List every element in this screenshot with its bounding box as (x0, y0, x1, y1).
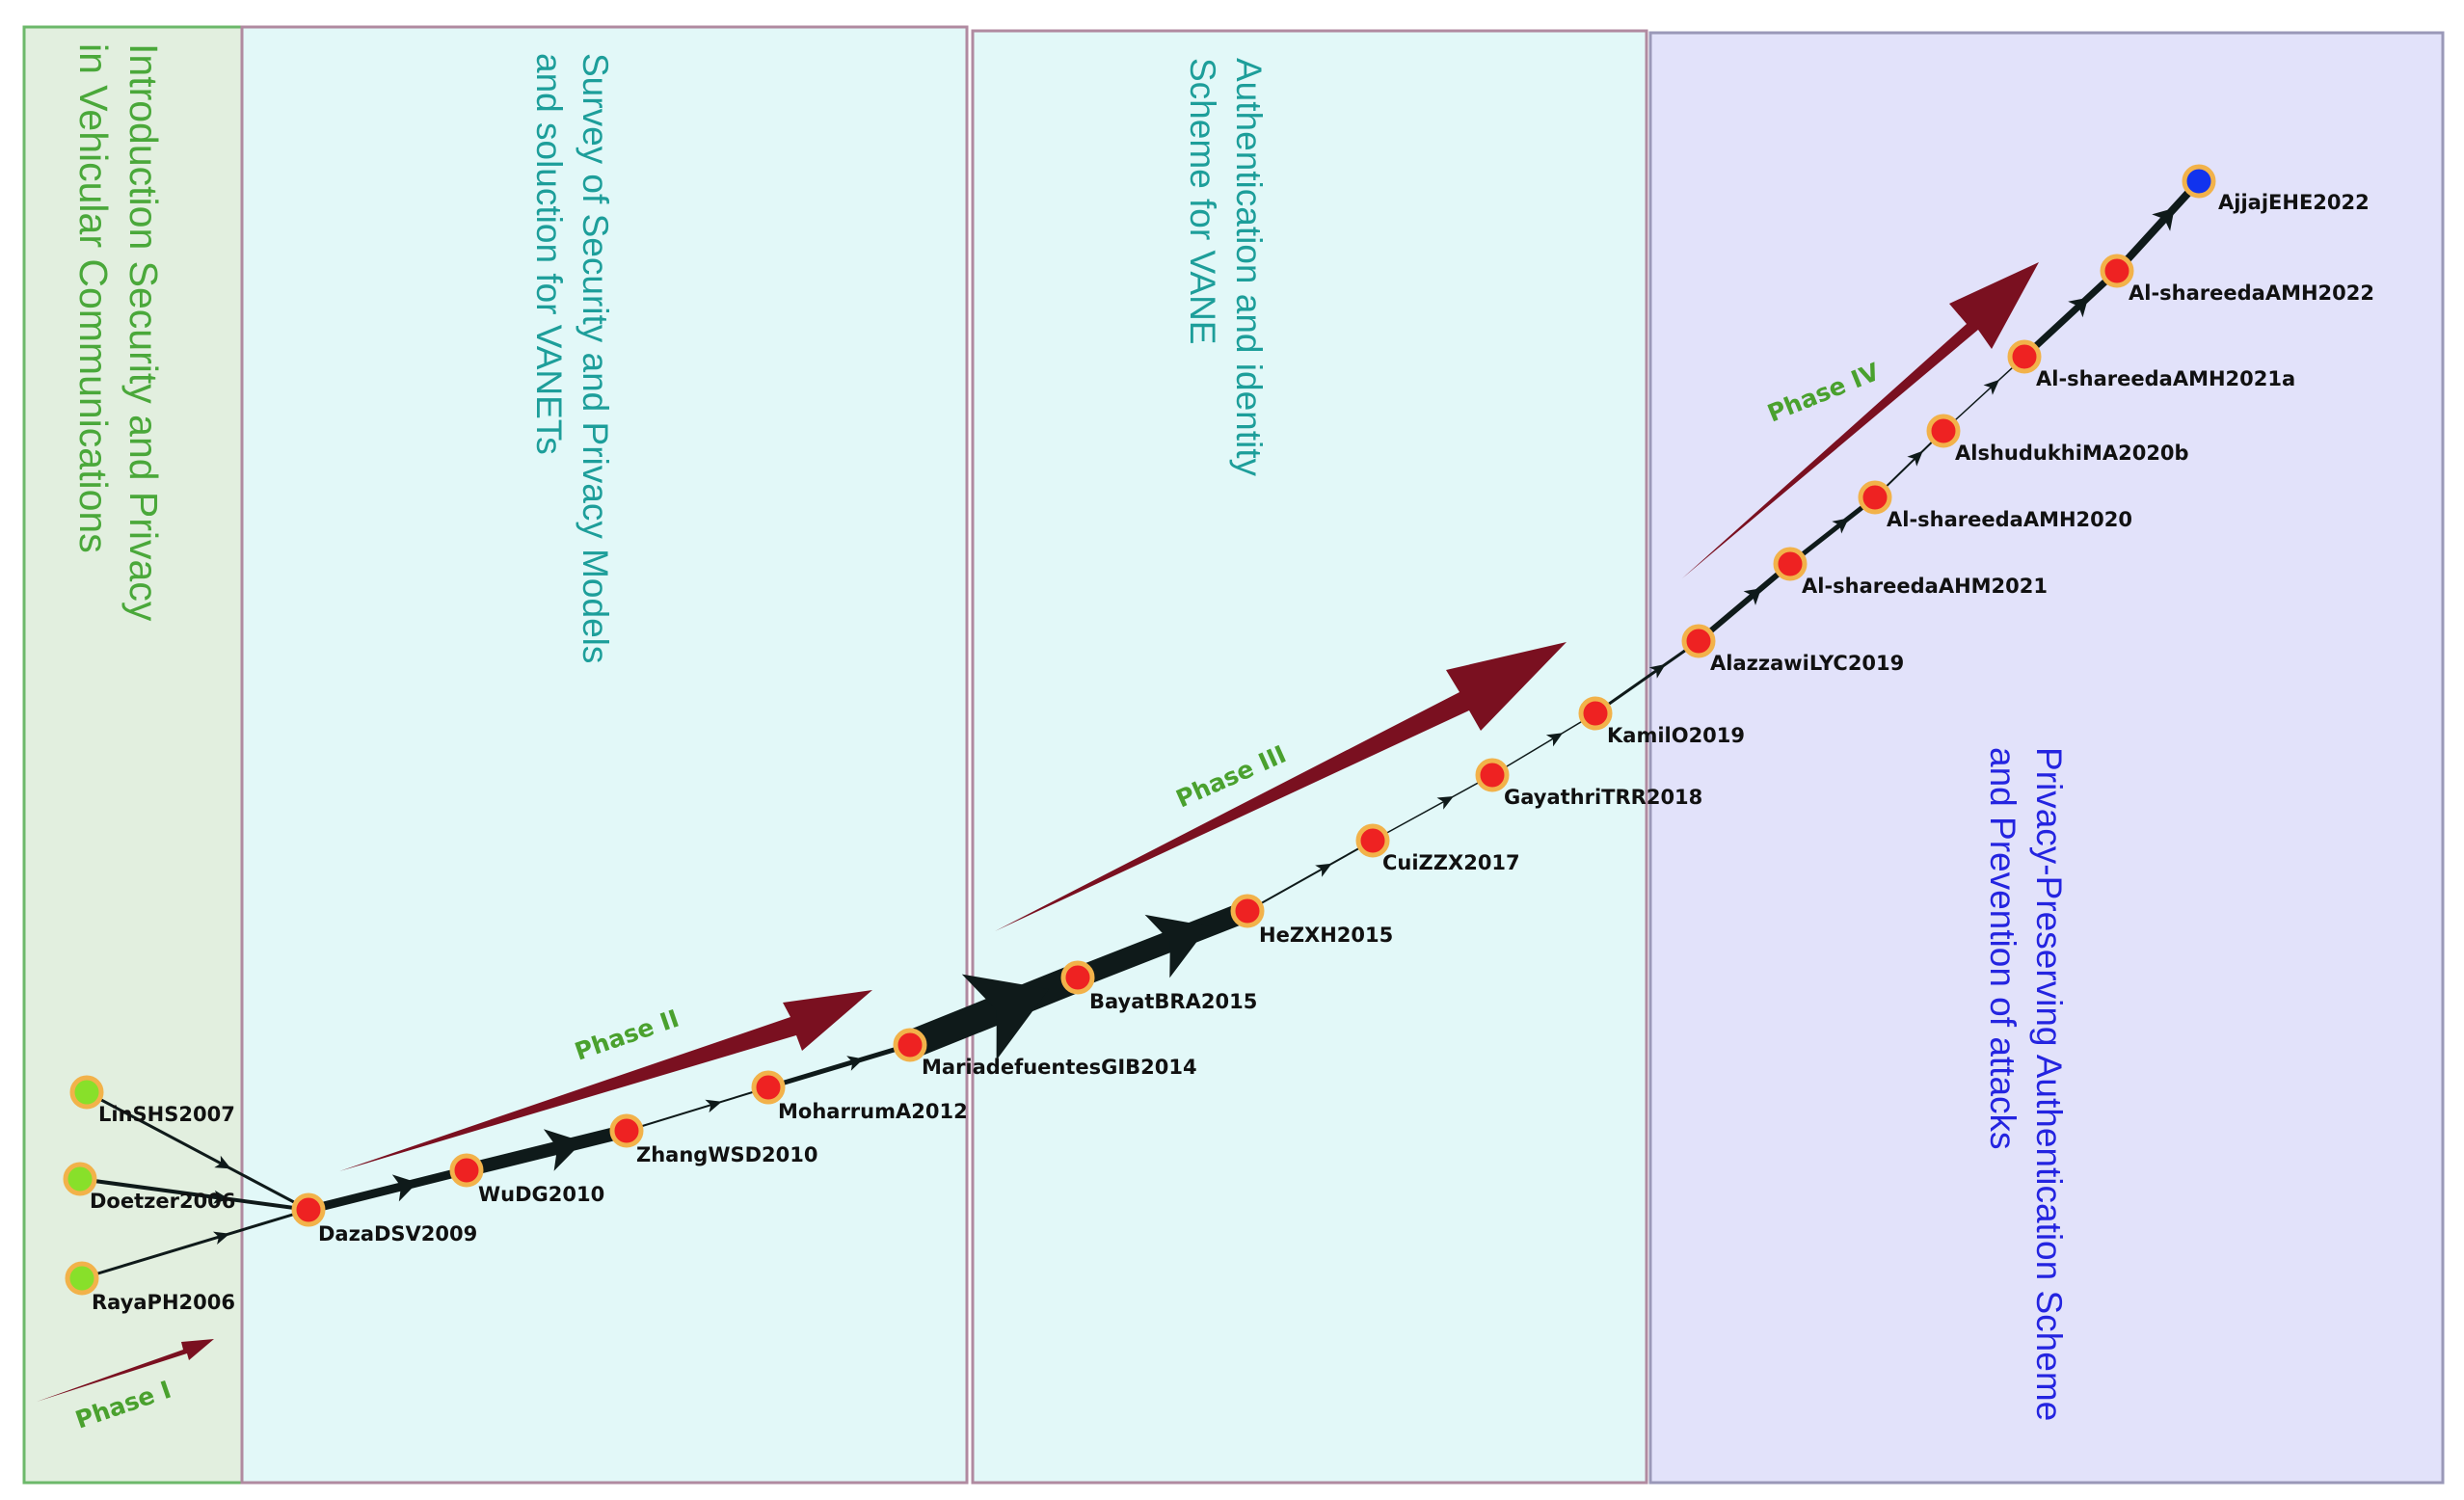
edge-n15-n16 (1787, 495, 1878, 567)
region-intro-title-line1: Introduction Security and Privacy (121, 43, 166, 622)
edge-n10-n11 (1246, 840, 1374, 912)
node-label-AlazzawiLYC2019: AlazzawiLYC2019 (1710, 652, 1904, 675)
node-AlshudukhiMA2020b (1926, 414, 1961, 448)
node-label-Doetzer2006: Doetzer2006 (90, 1190, 235, 1213)
node-Doetzer2006 (63, 1162, 97, 1196)
node-BayatBRA2015 (1060, 960, 1095, 995)
citation-edges (78, 177, 2203, 1280)
edge-n03-n04 (80, 1208, 310, 1280)
node-DazaDSV2009 (291, 1192, 326, 1227)
region-survey-title-line1: Survey of Security and Privacy Models (576, 53, 615, 663)
node-ZhangWSD2010 (609, 1113, 644, 1148)
edge-n19-n20 (2113, 177, 2203, 275)
node-Al-shareedaAHM2021 (1773, 547, 1808, 581)
edge-n14-n15 (1696, 561, 1793, 644)
region-privacy-title-line2: and Prevention of attacks (1983, 747, 2022, 1150)
node-label-BayatBRA2015: BayatBRA2015 (1089, 990, 1257, 1013)
region-auth-title-line1: Authentication and identity (1229, 58, 1269, 477)
node-Al-shareedaAMH2022 (2100, 254, 2134, 288)
edge-n09-n10 (1067, 900, 1258, 988)
node-label-Al-shareedaAMH2022: Al-shareedaAMH2022 (2129, 281, 2374, 305)
citation-nodes (63, 164, 2216, 1296)
node-label-Al-shareedaAHM2021: Al-shareedaAHM2021 (1802, 575, 2048, 598)
node-CuiZZX2017 (1355, 823, 1390, 858)
node-label-RayaPH2006: RayaPH2006 (92, 1291, 235, 1314)
edge-n04-n05 (304, 1165, 471, 1215)
node-label-WuDG2010: WuDG2010 (478, 1183, 604, 1206)
node-label-Al-shareedaAMH2020: Al-shareedaAMH2020 (1887, 508, 2132, 531)
node-Al-shareedaAMH2020 (1858, 480, 1892, 515)
edge-n06-n07 (626, 1086, 769, 1132)
edge-n07-n08 (765, 1042, 913, 1090)
node-HeZXH2015 (1230, 894, 1265, 928)
node-label-MoharrumA2012: MoharrumA2012 (778, 1100, 968, 1123)
node-MoharrumA2012 (751, 1070, 786, 1105)
node-label-CuiZZX2017: CuiZZX2017 (1382, 851, 1520, 874)
edge-n17-n18 (1942, 356, 2025, 432)
node-label-GayathriTRR2018: GayathriTRR2018 (1504, 786, 1702, 809)
region-intro-title-line2: in Vehicular Communications (71, 43, 116, 553)
node-label-LinSHS2007: LinSHS2007 (98, 1103, 235, 1126)
node-KamilO2019 (1578, 696, 1613, 731)
region-titles: Introduction Security and Privacy in Veh… (71, 43, 2069, 1421)
node-label-AjjajEHE2022: AjjajEHE2022 (2218, 191, 2370, 214)
node-MariadefuentesGIB2014 (893, 1028, 927, 1062)
region-auth (971, 29, 1648, 1485)
node-WuDG2010 (449, 1153, 484, 1188)
node-Al-shareedaAMH2021a (2007, 339, 2042, 374)
edge-n01-n04 (85, 1090, 310, 1212)
node-RayaPH2006 (65, 1261, 99, 1296)
edge-n18-n19 (2021, 267, 2121, 361)
region-survey (240, 25, 969, 1485)
region-privacy (1648, 31, 2445, 1485)
node-AlazzawiLYC2019 (1681, 624, 1716, 658)
edge-n11-n12 (1372, 774, 1493, 842)
edge-n05-n06 (460, 1124, 633, 1177)
node-label-Al-shareedaAMH2021a: Al-shareedaAMH2021a (2036, 367, 2295, 390)
node-label-ZhangWSD2010: ZhangWSD2010 (636, 1143, 818, 1166)
node-LinSHS2007 (69, 1075, 104, 1110)
region-privacy-title-line1: Privacy-Preserving Authentication Scheme (2029, 747, 2069, 1421)
edge-n08-n09 (896, 963, 1092, 1060)
node-label-AlshudukhiMA2020b: AlshudukhiMA2020b (1955, 442, 2189, 465)
edge-n02-n04 (78, 1177, 310, 1212)
node-label-HeZXH2015: HeZXH2015 (1259, 924, 1393, 947)
edge-n12-n13 (1491, 712, 1596, 776)
node-label-DazaDSV2009: DazaDSV2009 (318, 1222, 477, 1246)
region-auth-title-line2: Scheme for VANE (1183, 58, 1222, 344)
node-GayathriTRR2018 (1475, 758, 1510, 792)
node-AjjajEHE2022 (2182, 164, 2216, 199)
region-survey-title-line2: and soluction for VANETs (529, 53, 569, 455)
edge-n13-n14 (1594, 639, 1701, 715)
node-labels: LinSHS2007 Doetzer2006 RayaPH2006 DazaDSV20… (90, 191, 2374, 1314)
node-label-MariadefuentesGIB2014: MariadefuentesGIB2014 (922, 1056, 1197, 1079)
node-label-KamilO2019: KamilO2019 (1607, 724, 1745, 747)
regions (22, 25, 2445, 1485)
